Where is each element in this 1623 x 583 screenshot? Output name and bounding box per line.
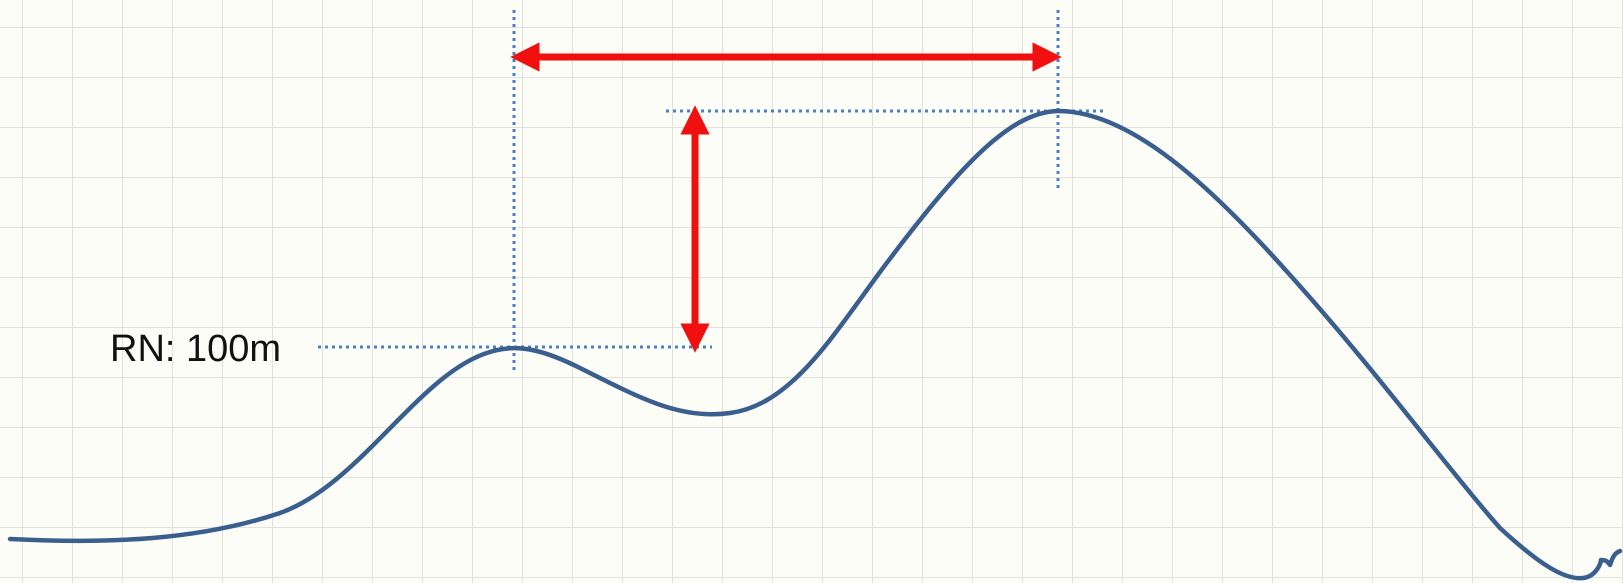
- terrain-curve: [7, 108, 1623, 581]
- reference-level-label: RN: 100m: [110, 328, 281, 370]
